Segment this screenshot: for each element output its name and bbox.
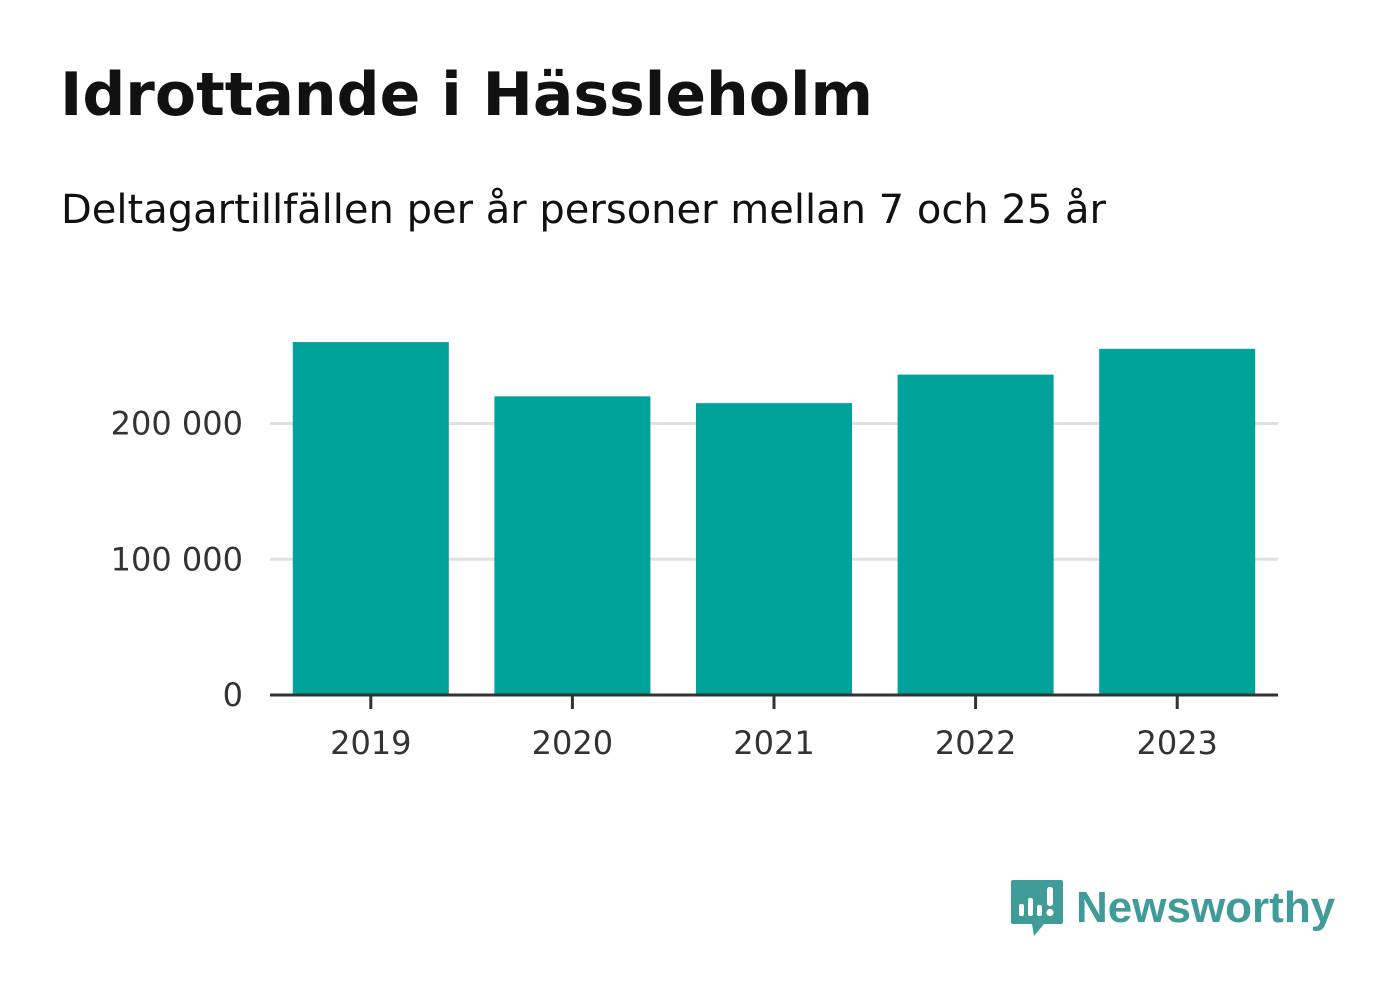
x-tick-label-2022: 2022 (935, 724, 1016, 762)
chart-title: Idrottande i Hässleholm (60, 60, 874, 130)
x-tick-label-2019: 2019 (330, 724, 411, 762)
x-tick-label-2020: 2020 (532, 724, 613, 762)
x-tick-label-2023: 2023 (1136, 724, 1217, 762)
logo-bar-3 (1037, 905, 1042, 916)
brand-name: Newsworthy (1076, 883, 1336, 932)
bar-2021 (696, 403, 852, 695)
newsworthy-brand[interactable]: Newsworthy (1010, 878, 1335, 938)
logo-dot (1046, 908, 1054, 917)
logo-bar-4 (1047, 887, 1053, 906)
bar-2022 (897, 374, 1054, 695)
y-tick-label-1: 100 000 (111, 540, 243, 578)
logo-bar-2 (1028, 898, 1033, 916)
chart-subtitle: Deltagartillfällen per år personer mella… (61, 187, 1106, 233)
x-tick-label-2021: 2021 (733, 724, 814, 762)
y-tick-label-0: 0 (223, 676, 243, 714)
newsworthy-logo-icon (1011, 880, 1063, 936)
tick-labels: 0 100 000 200 000 2019 2020 2021 2022 2023 (111, 405, 1218, 763)
bar-2023 (1099, 348, 1256, 695)
y-tick-label-2: 200 000 (111, 405, 243, 443)
x-axis (270, 693, 1278, 709)
bars (292, 342, 1256, 695)
logo-bar-1 (1019, 904, 1024, 916)
bar-2019 (292, 342, 449, 695)
bar-2020 (494, 396, 651, 695)
